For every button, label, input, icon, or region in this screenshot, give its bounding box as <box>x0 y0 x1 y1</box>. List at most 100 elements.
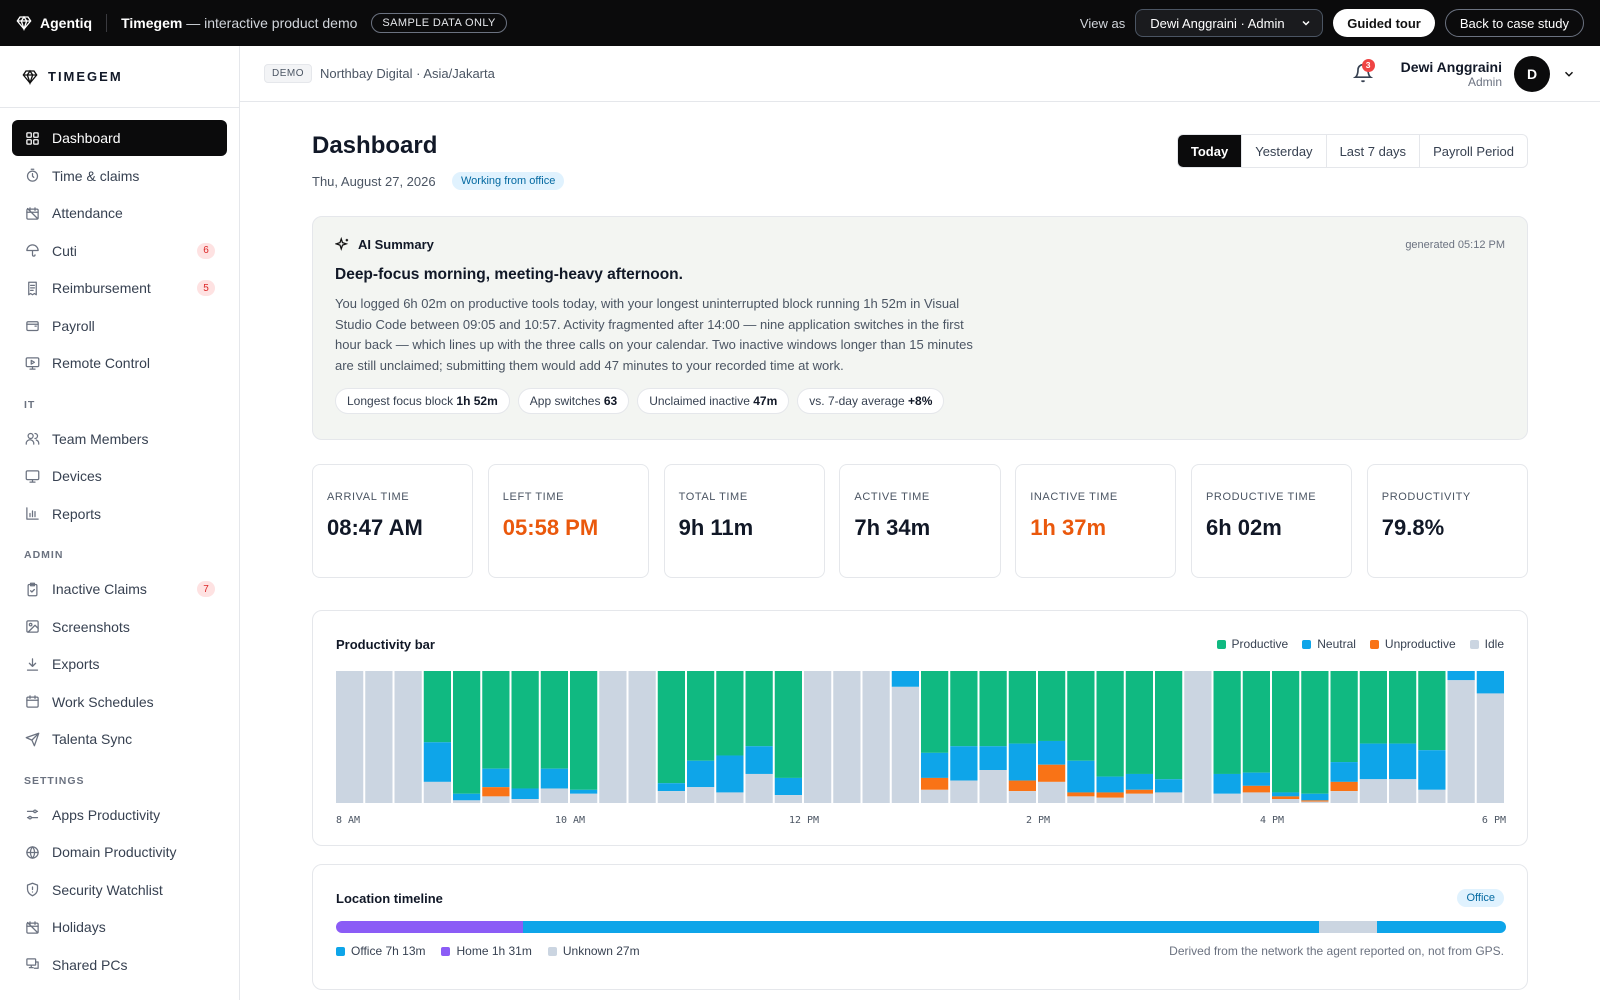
chevron-down-icon[interactable] <box>1562 67 1576 81</box>
sidebar-item-apps-productivity[interactable]: Apps Productivity <box>12 797 227 833</box>
bar-segment-unproductive[interactable] <box>1242 785 1270 793</box>
back-to-case-study-button[interactable]: Back to case study <box>1444 9 1584 37</box>
bar-segment-idle[interactable] <box>1359 779 1387 803</box>
bar-segment-productive[interactable] <box>1213 671 1241 774</box>
avatar[interactable]: D <box>1514 55 1550 92</box>
bar-segment-productive[interactable] <box>540 671 568 769</box>
bar-segment-productive[interactable] <box>950 671 978 747</box>
bar-segment-neutral[interactable] <box>950 746 978 781</box>
location-segment-unknown[interactable] <box>1318 921 1378 933</box>
bar-segment-idle[interactable] <box>979 770 1007 803</box>
bar-segment-unproductive[interactable] <box>1272 796 1300 800</box>
bar-segment-unproductive[interactable] <box>1008 780 1036 792</box>
sidebar-item-reports[interactable]: Reports <box>12 496 227 532</box>
bar-segment-neutral[interactable] <box>1038 740 1066 765</box>
bar-segment-idle[interactable] <box>1096 797 1124 803</box>
bar-segment-unproductive[interactable] <box>1330 781 1358 792</box>
bar-segment-productive[interactable] <box>774 671 802 778</box>
bar-segment-productive[interactable] <box>453 671 481 794</box>
bar-segment-unproductive[interactable] <box>1038 764 1066 782</box>
bar-segment-productive[interactable] <box>657 671 685 784</box>
bar-segment-neutral[interactable] <box>1389 743 1417 780</box>
bar-segment-idle[interactable] <box>1184 671 1212 803</box>
bar-segment-idle[interactable] <box>1213 793 1241 803</box>
bar-segment-neutral[interactable] <box>687 760 715 788</box>
bar-segment-neutral[interactable] <box>745 746 773 774</box>
sidebar-item-exports[interactable]: Exports <box>12 646 227 682</box>
bar-segment-productive[interactable] <box>979 671 1007 747</box>
bar-segment-neutral[interactable] <box>540 768 568 789</box>
bar-segment-unproductive[interactable] <box>1067 792 1095 797</box>
bar-segment-productive[interactable] <box>1242 671 1270 773</box>
sidebar-item-dashboard[interactable]: Dashboard <box>12 120 227 156</box>
bar-segment-idle[interactable] <box>687 787 715 803</box>
bar-segment-idle[interactable] <box>774 795 802 803</box>
bar-segment-idle[interactable] <box>511 799 539 803</box>
bar-segment-neutral[interactable] <box>1008 743 1036 781</box>
bar-segment-idle[interactable] <box>394 671 422 803</box>
bar-segment-idle[interactable] <box>1476 693 1504 803</box>
sidebar-item-domain-productivity[interactable]: Domain Productivity <box>12 834 227 870</box>
bar-segment-idle[interactable] <box>1330 791 1358 803</box>
bar-segment-idle[interactable] <box>453 800 481 803</box>
bar-segment-neutral[interactable] <box>716 755 744 793</box>
bar-segment-productive[interactable] <box>1125 671 1153 774</box>
bar-segment-idle[interactable] <box>1272 799 1300 803</box>
sidebar-item-talenta-sync[interactable]: Talenta Sync <box>12 721 227 757</box>
location-segment-office[interactable] <box>1377 921 1506 933</box>
bar-segment-productive[interactable] <box>745 671 773 747</box>
bar-segment-productive[interactable] <box>1038 671 1066 741</box>
bar-segment-productive[interactable] <box>1155 671 1183 780</box>
bar-segment-idle[interactable] <box>336 671 364 803</box>
user-info[interactable]: Dewi Anggraini Admin <box>1401 59 1502 89</box>
bar-segment-productive[interactable] <box>1418 671 1446 751</box>
bar-segment-neutral[interactable] <box>1125 773 1153 790</box>
tab-payroll-period[interactable]: Payroll Period <box>1419 135 1527 167</box>
view-as-select[interactable]: Dewi Anggraini · Admin <box>1135 9 1324 37</box>
sidebar-item-time-claims[interactable]: Time & claims <box>12 158 227 194</box>
sidebar-item-shared-pcs[interactable]: Shared PCs <box>12 947 227 983</box>
bar-segment-neutral[interactable] <box>891 671 919 687</box>
bar-segment-idle[interactable] <box>862 671 890 803</box>
bar-segment-neutral[interactable] <box>482 768 510 788</box>
bar-segment-unproductive[interactable] <box>1096 792 1124 798</box>
bar-segment-idle[interactable] <box>1008 791 1036 803</box>
bar-segment-productive[interactable] <box>423 671 451 743</box>
bar-segment-idle[interactable] <box>891 686 919 803</box>
bar-segment-productive[interactable] <box>511 671 539 789</box>
bar-segment-idle[interactable] <box>1155 792 1183 803</box>
sidebar-item-security-watchlist[interactable]: Security Watchlist <box>12 872 227 908</box>
bar-segment-idle[interactable] <box>570 793 598 803</box>
bar-segment-idle[interactable] <box>921 789 949 803</box>
bar-segment-neutral[interactable] <box>979 746 1007 770</box>
bar-segment-idle[interactable] <box>657 791 685 803</box>
tab-yesterday[interactable]: Yesterday <box>1241 135 1325 167</box>
bar-segment-neutral[interactable] <box>1359 743 1387 780</box>
bar-segment-idle[interactable] <box>716 792 744 803</box>
bar-segment-idle[interactable] <box>1067 796 1095 803</box>
timegem-logo[interactable]: TIMEGEM <box>0 46 239 108</box>
sidebar-item-screenshots[interactable]: Screenshots <box>12 609 227 645</box>
sidebar-item-reimbursement[interactable]: Reimbursement 5 <box>12 270 227 306</box>
guided-tour-button[interactable]: Guided tour <box>1333 9 1435 37</box>
bar-segment-idle[interactable] <box>540 788 568 803</box>
bar-segment-neutral[interactable] <box>1301 793 1329 801</box>
bar-segment-productive[interactable] <box>570 671 598 790</box>
sidebar-item-attendance[interactable]: Attendance <box>12 195 227 231</box>
bar-segment-neutral[interactable] <box>1242 772 1270 786</box>
bar-segment-idle[interactable] <box>745 773 773 803</box>
bar-segment-unproductive[interactable] <box>1125 789 1153 794</box>
bar-segment-neutral[interactable] <box>1418 750 1446 790</box>
bar-segment-idle[interactable] <box>1242 792 1270 803</box>
bar-segment-productive[interactable] <box>1096 671 1124 777</box>
bar-segment-idle[interactable] <box>1125 793 1153 803</box>
bar-segment-neutral[interactable] <box>1272 792 1300 797</box>
tab-today[interactable]: Today <box>1177 135 1242 167</box>
bar-segment-neutral[interactable] <box>1213 773 1241 794</box>
bar-segment-unproductive[interactable] <box>482 787 510 797</box>
bar-segment-idle[interactable] <box>423 781 451 803</box>
bar-segment-productive[interactable] <box>1330 671 1358 763</box>
location-segment-office[interactable] <box>523 921 1319 933</box>
bar-segment-neutral[interactable] <box>423 742 451 782</box>
bar-segment-neutral[interactable] <box>1067 760 1095 793</box>
